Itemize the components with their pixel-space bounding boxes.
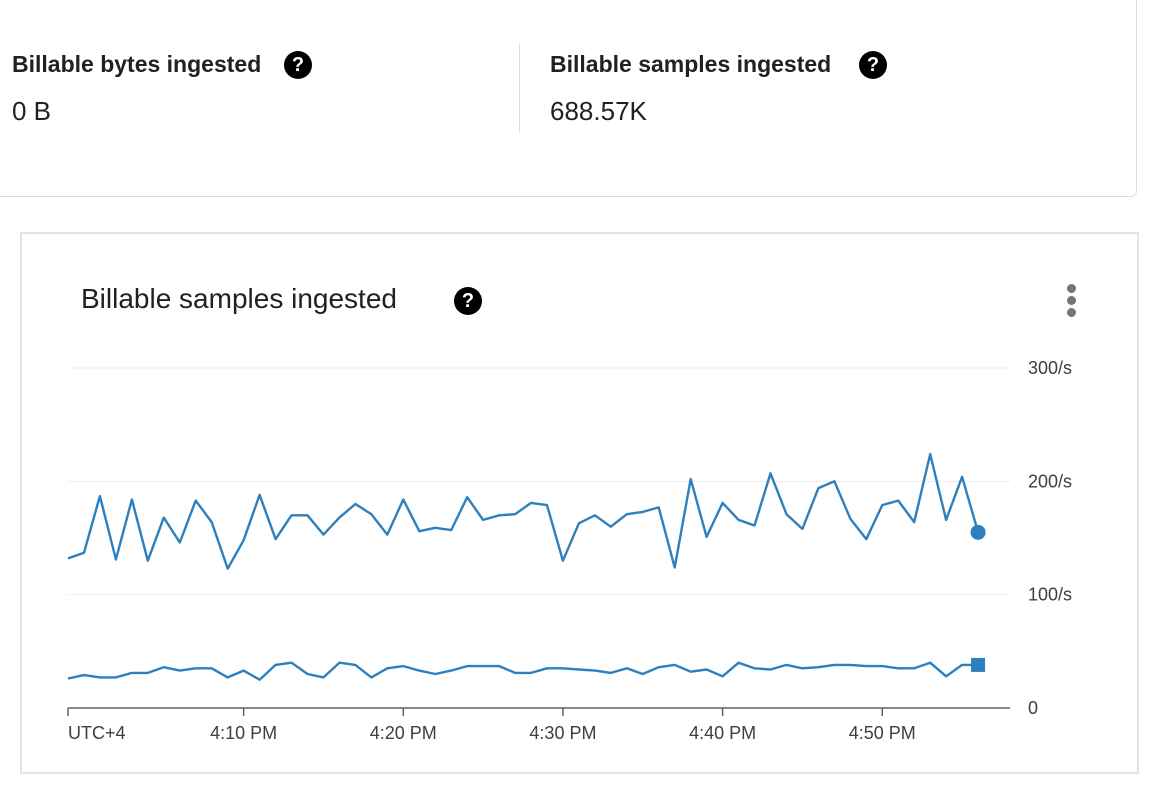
x-tick-label: 4:10 PM xyxy=(210,723,277,743)
y-tick-label: 300/s xyxy=(1028,358,1072,378)
stat-divider xyxy=(519,44,520,132)
x-tick-label: 4:50 PM xyxy=(849,723,916,743)
y-tick-label: 0 xyxy=(1028,698,1038,718)
y-tick-label: 100/s xyxy=(1028,585,1072,605)
x-tick-label: 4:30 PM xyxy=(529,723,596,743)
stat-title: Billable bytes ingested xyxy=(12,51,262,77)
summary-card xyxy=(0,0,1137,197)
help-circle-icon[interactable]: ? xyxy=(859,51,887,79)
series-end-marker xyxy=(971,657,986,672)
timezone-label: UTC+4 xyxy=(68,723,126,743)
series-line-2 xyxy=(67,661,979,681)
x-tick-label: 4:20 PM xyxy=(370,723,437,743)
help-circle-icon[interactable]: ? xyxy=(454,287,482,315)
series-line-1 xyxy=(67,452,980,570)
help-circle-icon[interactable]: ? xyxy=(284,51,312,79)
chart-title: Billable samples ingested xyxy=(81,283,397,314)
stat-value: 688.57K xyxy=(550,96,647,126)
stat-title: Billable samples ingested xyxy=(550,51,832,77)
x-tick-label: 4:40 PM xyxy=(689,723,756,743)
y-tick-label: 200/s xyxy=(1028,471,1072,491)
more-vert-icon[interactable] xyxy=(1060,282,1084,318)
series-end-marker xyxy=(970,524,986,540)
stat-value: 0 B xyxy=(12,96,52,126)
